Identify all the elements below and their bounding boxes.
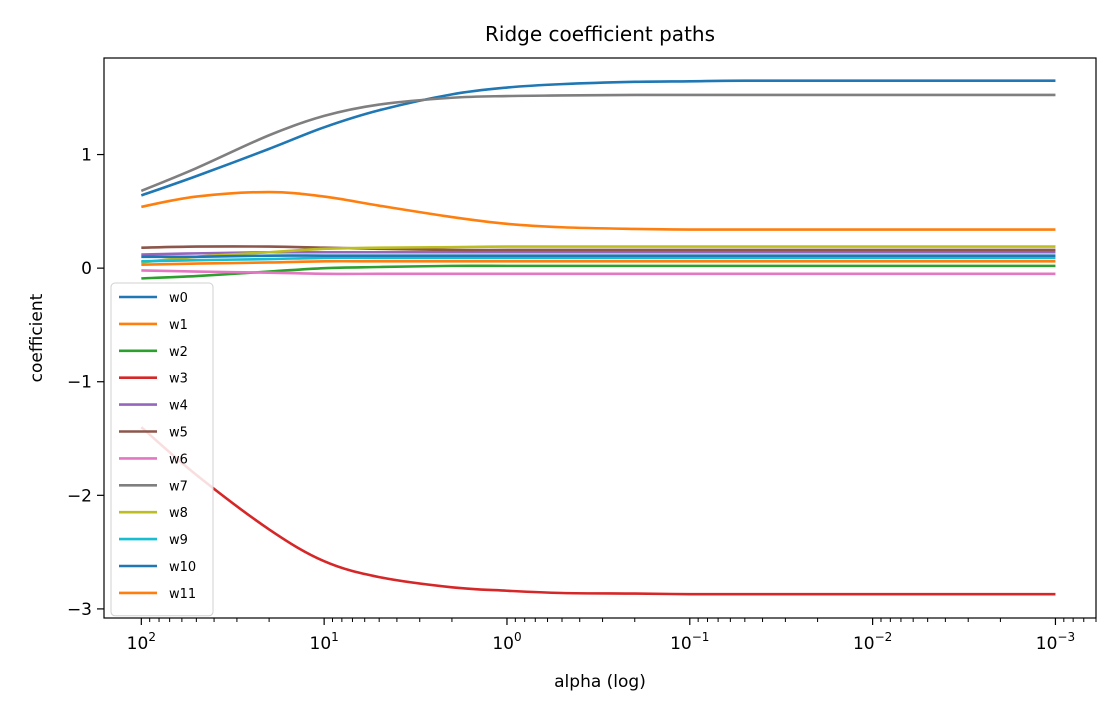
y-tick-label: −3 [67, 600, 92, 620]
legend-label-w0: w0 [169, 291, 188, 306]
x-tick-exponent: −3 [1057, 630, 1075, 644]
x-tick-label: 101 [310, 630, 339, 654]
series-layer [140, 79, 1056, 596]
y-tick-label: −1 [67, 373, 92, 393]
series-line-w11 [141, 259, 1056, 267]
series-line-w5 [141, 245, 1056, 252]
series-line-w7 [140, 93, 1056, 193]
series-line-w1 [141, 190, 1056, 231]
x-axis: 102 101 100 10−1 10−2 10−3 [127, 618, 1097, 654]
x-tick-base: 10 [670, 634, 692, 654]
x-tick-exponent: 0 [514, 630, 522, 644]
x-tick-exponent: 2 [148, 630, 156, 644]
y-tick-label: 0 [81, 259, 92, 279]
x-axis-label: alpha (log) [554, 672, 646, 692]
legend-label-w7: w7 [169, 479, 188, 494]
legend-label-w6: w6 [169, 452, 188, 467]
series-line-w0 [140, 79, 1056, 197]
legend: w0 w1 w2 w3 w4 w5 w6 w7 w8 w9 w10 w11 [110, 282, 214, 617]
legend-label-w10: w10 [169, 560, 196, 575]
plot-frame [103, 57, 1097, 619]
x-tick-label: 100 [492, 630, 521, 654]
y-tick-label: −2 [67, 486, 92, 506]
x-tick-exponent: −2 [875, 630, 893, 644]
legend-label-w8: w8 [169, 506, 188, 521]
series-line-w8 [141, 245, 1056, 264]
x-tick-exponent: 1 [331, 630, 339, 644]
legend-label-w4: w4 [169, 399, 188, 414]
x-tick-label: 10−1 [670, 630, 709, 654]
legend-label-w2: w2 [169, 345, 188, 360]
y-axis: 1 0 −1 −2 −3 [67, 146, 104, 620]
series-line-w10 [141, 254, 1056, 259]
legend-label-w1: w1 [169, 318, 188, 333]
x-tick-label: 10−3 [1036, 630, 1075, 654]
legend-label-w3: w3 [169, 372, 188, 387]
x-tick-base: 10 [127, 634, 149, 654]
y-axis-label: coefficient [27, 293, 47, 382]
series-line-w9 [141, 256, 1056, 263]
legend-label-w9: w9 [169, 533, 188, 548]
x-tick-exponent: −1 [692, 630, 710, 644]
chart-title: Ridge coefficient paths [485, 22, 715, 46]
legend-box [110, 282, 214, 617]
legend-label-w11: w11 [169, 587, 196, 602]
y-tick-label: 1 [81, 146, 92, 166]
x-tick-base: 10 [853, 634, 875, 654]
x-tick-label: 10−2 [853, 630, 892, 654]
x-tick-label: 102 [127, 630, 156, 654]
legend-label-w5: w5 [169, 426, 188, 441]
x-tick-base: 10 [1036, 634, 1058, 654]
series-line-w3 [140, 426, 1056, 596]
x-tick-base: 10 [310, 634, 332, 654]
x-tick-base: 10 [492, 634, 514, 654]
series-line-w6 [141, 269, 1056, 276]
